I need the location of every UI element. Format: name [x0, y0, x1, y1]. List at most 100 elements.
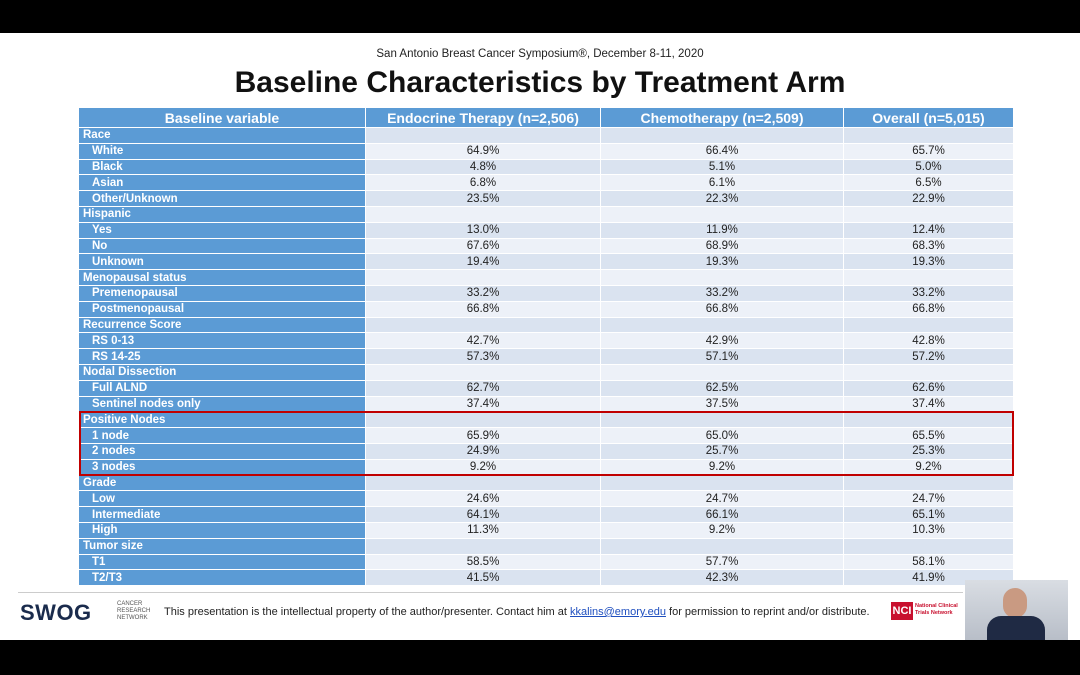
empty-cell	[843, 537, 1014, 555]
cell: 65.7%	[843, 142, 1014, 160]
cell: 25.3%	[843, 442, 1014, 460]
cell: 57.7%	[600, 553, 844, 571]
nci-line: National Clinical	[915, 603, 958, 609]
email-link[interactable]: kkalins@emory.edu	[570, 606, 666, 618]
section-label: Nodal Dissection	[78, 363, 366, 381]
cell: 6.5%	[843, 174, 1014, 192]
section-row: Nodal Dissection	[78, 363, 1014, 381]
data-row: Intermediate 64.1% 66.1% 65.1%	[78, 506, 1014, 523]
footer: SWOG CANCER RESEARCH NETWORK This presen…	[0, 588, 1080, 640]
cell: 6.1%	[600, 174, 844, 192]
cell: 25.7%	[600, 442, 844, 460]
data-row: Low 24.6% 24.7% 24.7%	[78, 490, 1014, 508]
logo: SWOG	[20, 600, 92, 625]
row-label: 1 node	[78, 427, 366, 444]
cell: 67.6%	[365, 237, 601, 255]
data-row: Other/Unknown 23.5% 22.3% 22.9%	[78, 190, 1014, 207]
cell: 66.1%	[600, 506, 844, 523]
section-label: Recurrence Score	[78, 316, 366, 334]
cell: 9.2%	[600, 458, 844, 476]
cell: 66.8%	[365, 300, 601, 318]
row-label: RS 0-13	[78, 332, 366, 350]
data-row: No 67.6% 68.9% 68.3%	[78, 237, 1014, 255]
cell: 68.9%	[600, 237, 844, 255]
column-header: Overall (n=5,015)	[843, 107, 1014, 128]
notice-text: This presentation is the intellectual pr…	[164, 606, 567, 618]
empty-cell	[600, 537, 844, 555]
webcam	[965, 580, 1068, 640]
cell: 42.8%	[843, 332, 1014, 350]
cell: 62.6%	[843, 379, 1014, 397]
cell: 42.3%	[600, 569, 844, 587]
cell: 13.0%	[365, 221, 601, 239]
column-header: Endocrine Therapy (n=2,506)	[365, 107, 601, 128]
row-label: No	[78, 237, 366, 255]
empty-cell	[843, 316, 1014, 334]
cell: 22.3%	[600, 190, 844, 207]
row-label: RS 14-25	[78, 348, 366, 365]
nci-line: Trials Network	[915, 610, 953, 616]
cell: 57.3%	[365, 348, 601, 365]
section-label: Grade	[78, 474, 366, 492]
empty-cell	[365, 316, 601, 334]
slide: San Antonio Breast Cancer Symposium®, De…	[0, 33, 1080, 640]
section-label: Hispanic	[78, 205, 366, 223]
data-row: Unknown 19.4% 19.3% 19.3%	[78, 253, 1014, 271]
data-row: RS 0-13 42.7% 42.9% 42.8%	[78, 332, 1014, 350]
cell: 41.5%	[365, 569, 601, 587]
empty-cell	[600, 316, 844, 334]
logo-line: RESEARCH	[117, 608, 151, 614]
subtitle: San Antonio Breast Cancer Symposium®, De…	[376, 48, 704, 60]
table-body: Race White 64.9% 66.4% 65.7% Black 4.8% 5.1% 5.0…	[78, 127, 1014, 587]
empty-cell	[600, 205, 844, 223]
data-row: High 11.3% 9.2% 10.3%	[78, 521, 1014, 539]
empty-cell	[843, 363, 1014, 381]
cell: 37.4%	[843, 395, 1014, 413]
data-row: Yes 13.0% 11.9% 12.4%	[78, 221, 1014, 239]
data-row: 2 nodes 24.9% 25.7% 25.3%	[78, 442, 1014, 460]
logo-line: CANCER	[117, 601, 143, 607]
cell: 66.4%	[600, 142, 844, 160]
cell: 9.2%	[600, 521, 844, 539]
section-row: Tumor size	[78, 537, 1014, 555]
cell: 9.2%	[843, 458, 1014, 476]
data-row: 1 node 65.9% 65.0% 65.5%	[78, 427, 1014, 444]
cell: 33.2%	[365, 284, 601, 302]
suit	[987, 616, 1045, 640]
section-label: Menopausal status	[78, 269, 366, 286]
nci-logo: NCI	[891, 602, 913, 620]
section-label: Positive Nodes	[78, 411, 366, 429]
data-row: RS 14-25 57.3% 57.1% 57.2%	[78, 348, 1014, 365]
empty-cell	[365, 411, 601, 429]
empty-cell	[600, 127, 844, 144]
row-label: Sentinel nodes only	[78, 395, 366, 413]
cell: 57.1%	[600, 348, 844, 365]
section-row: Grade	[78, 474, 1014, 492]
cell: 5.1%	[600, 158, 844, 176]
row-label: High	[78, 521, 366, 539]
cell: 33.2%	[600, 284, 844, 302]
cell: 11.9%	[600, 221, 844, 239]
section-label: Tumor size	[78, 537, 366, 555]
empty-cell	[843, 269, 1014, 286]
cell: 9.2%	[365, 458, 601, 476]
cell: 66.8%	[600, 300, 844, 318]
empty-cell	[843, 411, 1014, 429]
title: Baseline Characteristics by Treatment Ar…	[234, 66, 846, 99]
row-label: 3 nodes	[78, 458, 366, 476]
cell: 65.5%	[843, 427, 1014, 444]
table: Baseline variable Endocrine Therapy (n=2,…	[78, 107, 1014, 587]
section-row: Menopausal status	[78, 269, 1014, 286]
data-row: Asian 6.8% 6.1% 6.5%	[78, 174, 1014, 192]
data-row: Full ALND 62.7% 62.5% 62.6%	[78, 379, 1014, 397]
row-label: Other/Unknown	[78, 190, 366, 207]
cell: 66.8%	[843, 300, 1014, 318]
cell: 65.9%	[365, 427, 601, 444]
row-label: Postmenopausal	[78, 300, 366, 318]
cell: 12.4%	[843, 221, 1014, 239]
data-row: Premenopausal 33.2% 33.2% 33.2%	[78, 284, 1014, 302]
data-row: 3 nodes 9.2% 9.2% 9.2%	[78, 458, 1014, 476]
empty-cell	[365, 474, 601, 492]
face	[1003, 588, 1027, 618]
